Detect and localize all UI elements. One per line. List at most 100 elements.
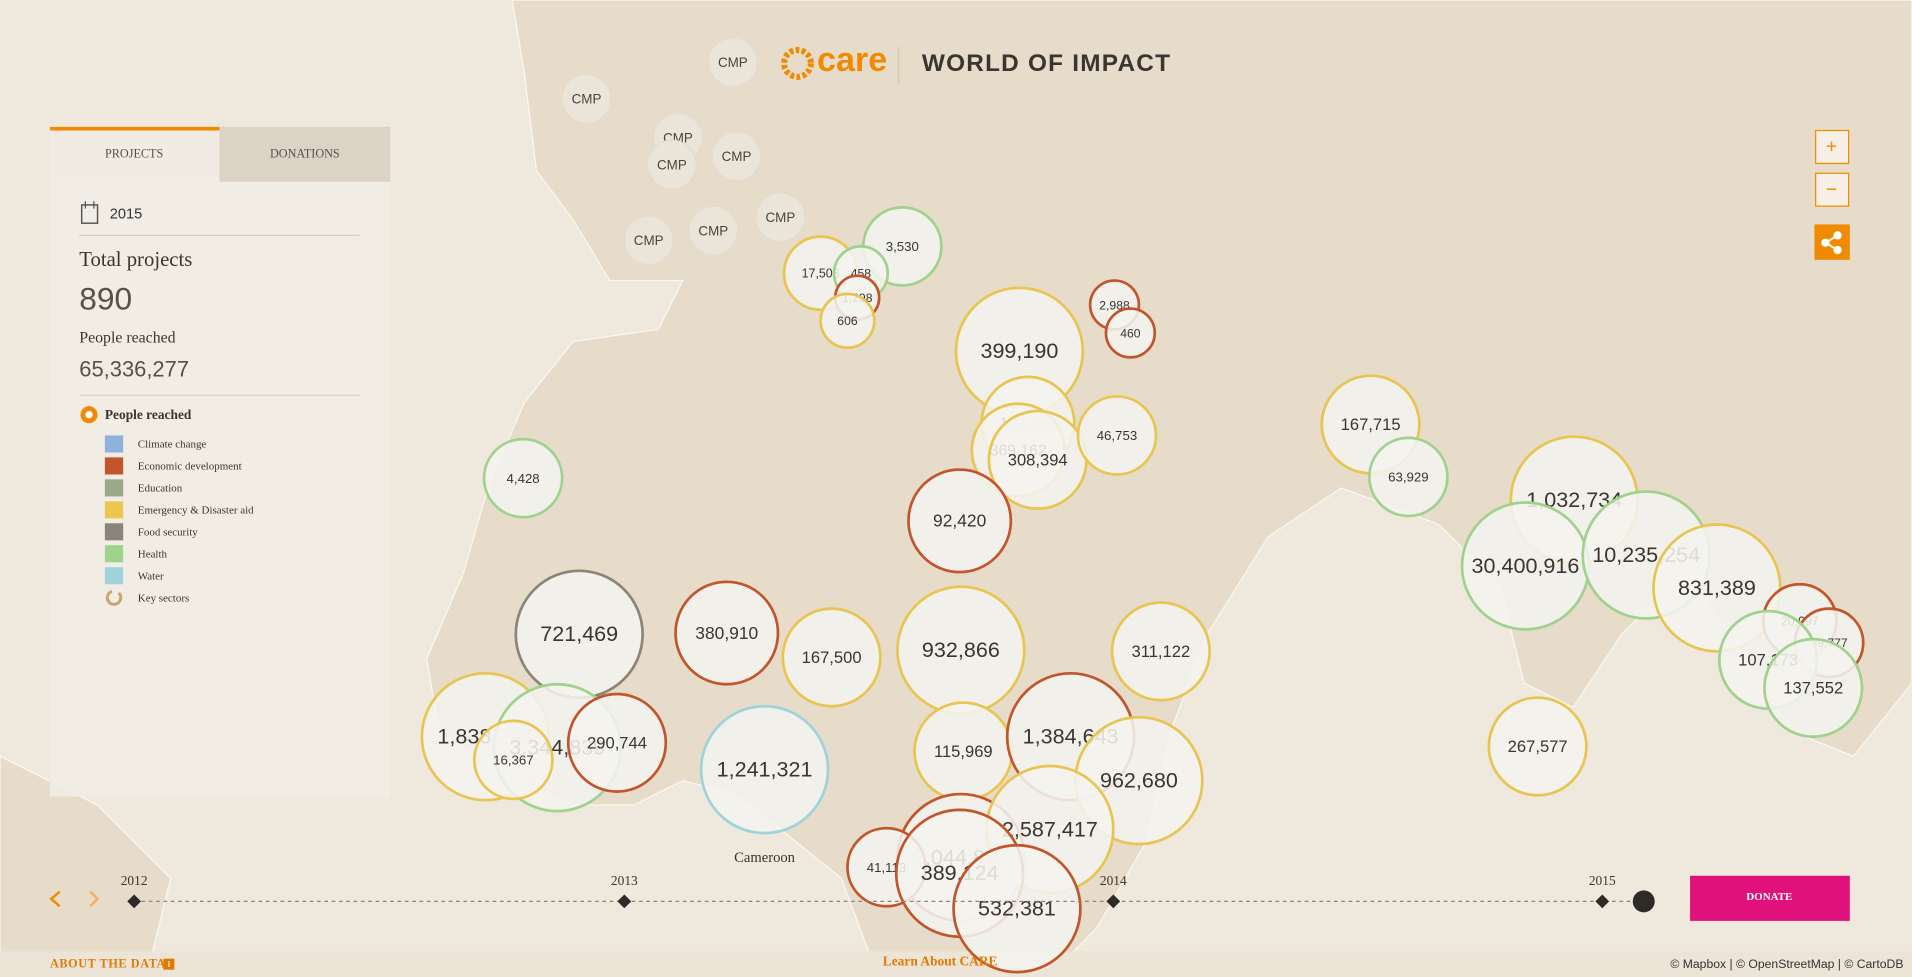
impact-label[interactable]: 380,910 (695, 623, 758, 643)
key-sectors-icon (105, 589, 123, 606)
cmp-bubble[interactable] (561, 73, 612, 124)
legend-title[interactable]: People reached (105, 407, 192, 422)
impact-label[interactable]: 399,190 (980, 338, 1058, 363)
legend-label: Education (138, 483, 183, 495)
impact-bubble[interactable] (1110, 601, 1211, 702)
tab-label[interactable]: PROJECTS (105, 147, 163, 161)
impact-label[interactable]: 167,715 (1341, 415, 1401, 434)
impact-label[interactable]: 4,428 (507, 471, 540, 486)
impact-label[interactable]: 63,929 (1388, 470, 1429, 485)
impact-bubble[interactable] (1104, 307, 1157, 359)
legend-label: Economic development (138, 461, 242, 473)
place-label: Cameroon (734, 850, 796, 866)
total-projects: 890 (79, 281, 132, 317)
impact-bubble[interactable] (781, 607, 882, 708)
legend-swatch (104, 435, 124, 453)
impact-bubble[interactable] (1368, 436, 1449, 518)
header: care WORLD OF IMPACT (781, 41, 1170, 86)
legend-swatch (104, 523, 124, 541)
impact-bubble[interactable] (1763, 637, 1864, 739)
timeline-handle[interactable] (1632, 890, 1655, 913)
impact-label[interactable]: 1,241,321 (717, 757, 813, 782)
impact-bubble[interactable] (473, 719, 554, 801)
impact-bubble[interactable] (1487, 696, 1588, 797)
year-label[interactable]: 2014 (1100, 873, 1127, 888)
impact-bubble[interactable] (674, 580, 780, 686)
impact-bubble[interactable] (1076, 395, 1158, 476)
donate-label[interactable]: DONATE (1746, 891, 1792, 903)
cmp-label[interactable]: CMP (698, 223, 728, 238)
prev-arrow[interactable] (49, 890, 61, 908)
impact-label[interactable]: 460 (1120, 326, 1141, 340)
cmp-bubble[interactable] (755, 192, 806, 243)
impact-label[interactable]: 308,394 (1008, 450, 1068, 469)
info-label[interactable]: i (168, 959, 170, 969)
tab-donations[interactable] (219, 126, 391, 182)
impact-label[interactable]: 17,508 (802, 267, 840, 281)
impact-bubble[interactable] (699, 704, 830, 835)
share-button[interactable] (1814, 224, 1850, 260)
impact-label[interactable]: 831,389 (1678, 575, 1756, 600)
cmp-bubble[interactable] (707, 37, 758, 88)
tab-label[interactable]: DONATIONS (270, 147, 340, 161)
legend-label: Emergency & Disaster aid (138, 505, 254, 517)
cmp-label[interactable]: CMP (634, 233, 664, 248)
year-label[interactable]: 2012 (121, 873, 148, 888)
impact-label[interactable]: 962,680 (1100, 768, 1178, 793)
about-data[interactable]: ABOUT THE DATA (50, 957, 166, 971)
total-projects-label: Total projects (79, 249, 192, 271)
year-tick[interactable] (1106, 894, 1121, 909)
tab-indicator (49, 126, 220, 131)
learn-link[interactable]: Learn About CARE (883, 953, 998, 968)
impact-bubble[interactable] (819, 292, 876, 349)
zoom-out[interactable] (1815, 172, 1850, 207)
impact-label[interactable]: 16,367 (493, 753, 534, 768)
impact-bubble[interactable] (907, 468, 1013, 574)
donate-button[interactable] (1690, 875, 1850, 921)
cmp-label[interactable]: CMP (657, 157, 687, 172)
year[interactable]: 2015 (110, 207, 143, 223)
landmass (0, 755, 172, 977)
info-icon[interactable] (163, 958, 175, 970)
impact-label[interactable]: 267,577 (1508, 737, 1568, 756)
zoom-in-label[interactable]: + (1826, 136, 1837, 158)
impact-label[interactable]: 721,469 (540, 621, 618, 646)
impact-label[interactable]: 606 (837, 314, 858, 328)
impact-label[interactable]: 137,552 (1783, 679, 1843, 698)
legend-swatch (104, 567, 124, 585)
footer: ABOUT THE DATA i Learn About CARE © Mapb… (50, 953, 1903, 971)
impact-label[interactable]: 30,400,916 (1472, 553, 1580, 578)
logo: care (817, 41, 887, 79)
zoom-out-label[interactable]: − (1826, 178, 1837, 200)
year-label[interactable]: 2013 (611, 873, 638, 888)
zoom-in[interactable] (1815, 129, 1850, 165)
cmp-bubble[interactable] (646, 139, 697, 190)
legend-swatch (104, 457, 124, 475)
impact-label[interactable]: 92,420 (933, 511, 986, 531)
year-label[interactable]: 2015 (1589, 873, 1616, 888)
cmp-bubble[interactable] (688, 205, 739, 256)
cmp-label[interactable]: CMP (722, 149, 752, 164)
cmp-label[interactable]: CMP (572, 92, 602, 107)
impact-label[interactable]: 115,969 (934, 742, 993, 761)
cmp-bubble[interactable] (623, 215, 674, 266)
impact-label[interactable]: 311,122 (1132, 642, 1191, 661)
impact-label[interactable]: 46,753 (1097, 428, 1138, 443)
attribution: © Mapbox | © OpenStreetMap | © CartoDB (1670, 957, 1903, 971)
map-controls: + − (1814, 129, 1850, 260)
year-tick[interactable] (617, 894, 632, 909)
impact-label[interactable]: 2,587,417 (1002, 816, 1098, 841)
impact-label[interactable]: 3,530 (886, 239, 919, 254)
impact-label[interactable]: 932,866 (922, 637, 1000, 662)
impact-label[interactable]: 532,381 (978, 896, 1056, 921)
impact-bubble[interactable] (482, 437, 564, 519)
impact-label[interactable]: 290,744 (587, 733, 647, 752)
impact-bubble[interactable] (566, 692, 668, 793)
impact-bubble[interactable] (952, 843, 1082, 974)
next-arrow[interactable] (89, 890, 100, 908)
cmp-label[interactable]: CMP (766, 210, 796, 225)
cmp-label[interactable]: CMP (718, 55, 748, 70)
cmp-bubble[interactable] (711, 131, 762, 182)
tab-projects[interactable] (49, 126, 220, 182)
impact-label[interactable]: 167,500 (802, 648, 862, 667)
